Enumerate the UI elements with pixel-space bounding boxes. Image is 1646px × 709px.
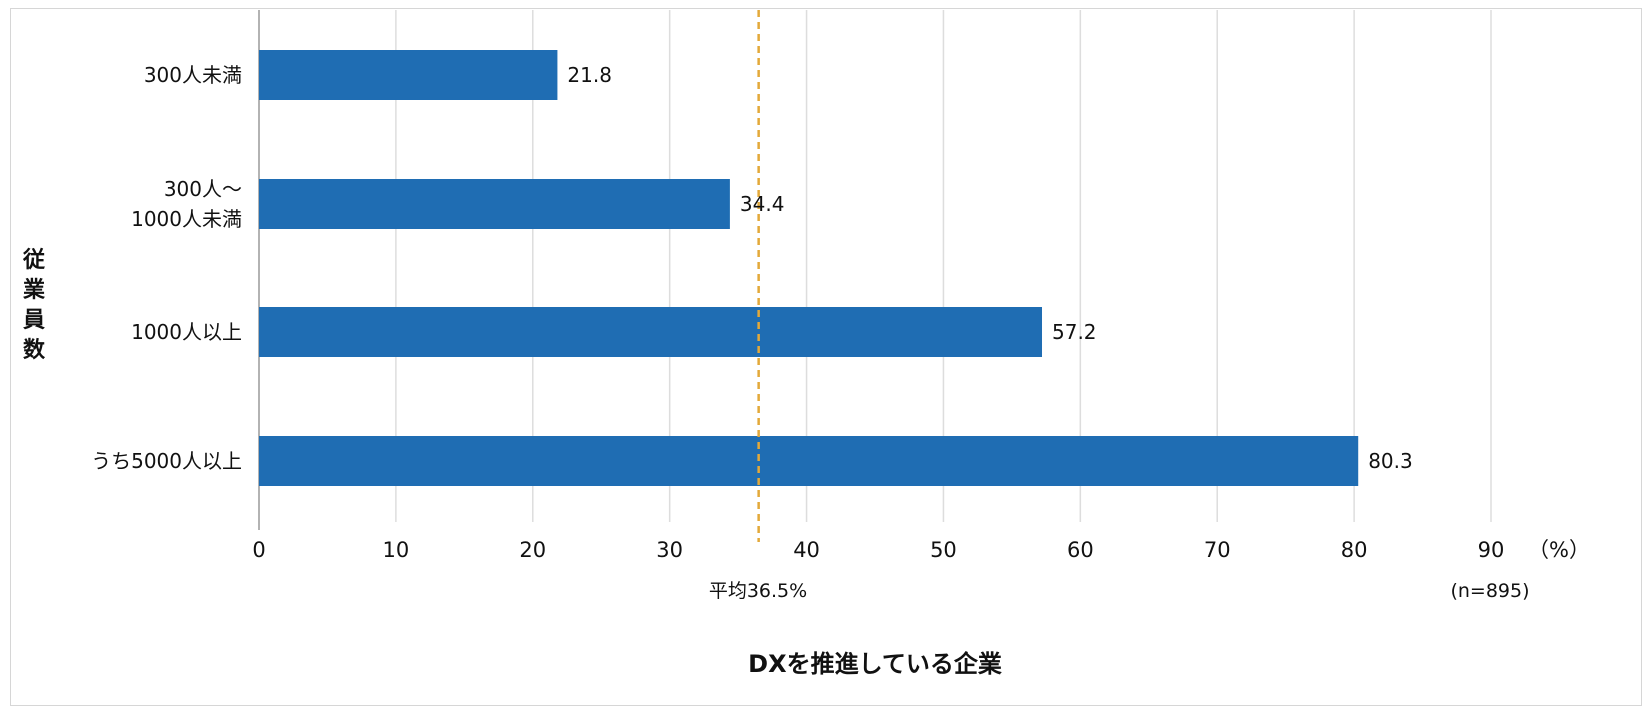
bar	[259, 179, 730, 229]
bar	[259, 307, 1043, 357]
bar-value-label: 34.4	[740, 192, 785, 216]
value-labels: 21.8 34.4 57.2 80.3	[567, 63, 1412, 473]
sample-size-note: (n=895)	[1450, 580, 1529, 602]
bar	[259, 50, 558, 100]
x-tick-label: 50	[930, 538, 957, 562]
bar-value-label: 21.8	[567, 63, 612, 87]
x-tick-label: 30	[656, 538, 683, 562]
x-tick-label: 80	[1341, 538, 1368, 562]
y-axis-title: 従業員数	[22, 248, 45, 363]
chart-frame	[10, 8, 1642, 706]
x-tick-label: 60	[1067, 538, 1094, 562]
x-axis-title: DXを推進している企業	[748, 650, 1002, 678]
x-tick-label: 0	[252, 538, 265, 562]
x-tick-labels: 0 10 20 30 40 50 60 70 80 90	[252, 538, 1504, 562]
x-unit-label: （%）	[1528, 538, 1590, 562]
average-label: 平均36.5%	[709, 580, 807, 602]
x-tick-label: 70	[1204, 538, 1231, 562]
x-tick-label: 10	[383, 538, 410, 562]
category-label: 300人未満	[144, 63, 242, 87]
bar-value-label: 80.3	[1368, 449, 1413, 473]
category-label: 300人〜 1000人未満	[131, 177, 242, 231]
category-label: うち5000人以上	[91, 449, 242, 473]
x-tick-label: 90	[1478, 538, 1505, 562]
bars	[259, 50, 1359, 486]
bar	[259, 436, 1359, 486]
x-tick-label: 40	[793, 538, 820, 562]
x-tick-label: 20	[519, 538, 546, 562]
category-label: 1000人以上	[131, 320, 242, 344]
bar-value-label: 57.2	[1052, 320, 1097, 344]
